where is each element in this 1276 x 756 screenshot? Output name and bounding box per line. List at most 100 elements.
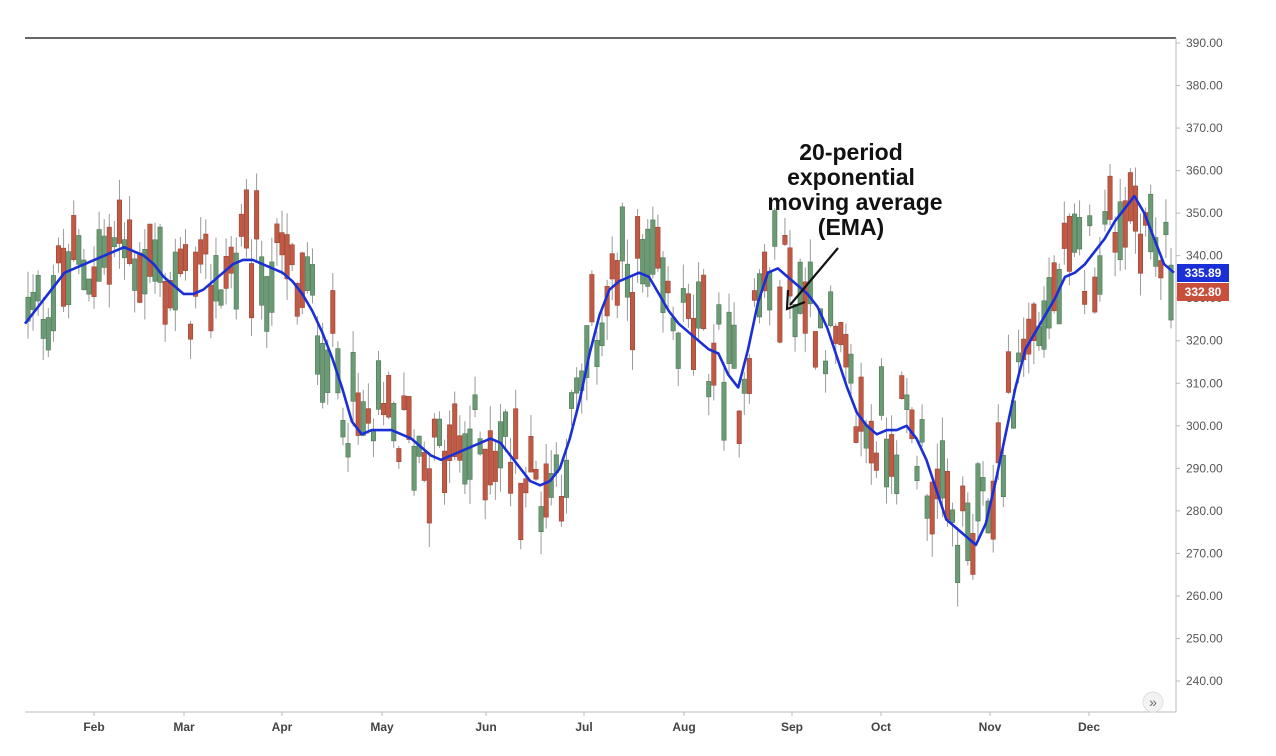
candle-up [884, 438, 890, 488]
y-tick-label: 240.00 [1186, 674, 1223, 688]
candle-down [528, 436, 534, 473]
candle-down [386, 375, 392, 418]
candle-up [863, 424, 869, 449]
candle-down [492, 450, 498, 482]
candle-down [1158, 260, 1164, 279]
candle-down [690, 317, 696, 370]
candle-down [426, 468, 432, 524]
candle-down [249, 263, 255, 319]
annotation-line-3: moving average [767, 189, 942, 215]
candle-down [243, 189, 249, 249]
candle-down [203, 233, 209, 255]
price-value-tag-bg [1177, 283, 1229, 301]
candle-down [91, 266, 97, 297]
candle-down [909, 409, 915, 440]
candle-up [142, 249, 148, 295]
candle-down [177, 248, 183, 275]
candle-up [538, 506, 544, 532]
y-tick-label: 250.00 [1186, 631, 1223, 645]
x-tick-label: Dec [1078, 720, 1100, 734]
x-tick-label: Feb [83, 720, 104, 734]
candle-down [518, 482, 524, 540]
candle-up [675, 332, 681, 369]
candle-down [736, 410, 742, 444]
candle-up [640, 239, 646, 285]
y-tick-label: 300.00 [1186, 419, 1223, 433]
candle-up [767, 271, 773, 311]
candle-up [30, 291, 36, 310]
candle-up [919, 419, 925, 443]
candle-down [843, 334, 849, 368]
candle-down [198, 239, 204, 265]
candle-up [1016, 352, 1022, 363]
candle-down [1132, 185, 1138, 232]
candle-up [980, 477, 986, 492]
candle-up [563, 459, 569, 498]
y-tick-label: 350.00 [1186, 206, 1223, 220]
candle-up [696, 281, 702, 329]
candle-down [442, 450, 448, 493]
y-tick-label: 340.00 [1186, 249, 1223, 263]
candle-down [630, 292, 636, 351]
candle-down [193, 251, 199, 297]
candle-up [81, 259, 87, 291]
candle-up [1071, 213, 1077, 253]
candle-down [208, 284, 214, 332]
candle-down [447, 424, 453, 461]
candle-up [477, 438, 483, 455]
candle-down [508, 461, 514, 494]
x-tick-label: Sep [781, 720, 803, 734]
price-value-label: 332.80 [1185, 285, 1222, 299]
candle-down [782, 235, 788, 245]
candle-down [71, 215, 77, 260]
candle-down [635, 216, 641, 259]
candle-up [924, 495, 930, 519]
candle-down [665, 280, 671, 294]
y-tick-label: 290.00 [1186, 461, 1223, 475]
candle-down [1127, 172, 1133, 222]
double-chevron-right-icon[interactable]: » [1149, 694, 1157, 710]
candle-down [452, 403, 458, 457]
candle-down [746, 357, 752, 394]
candle-up [503, 411, 509, 437]
scroll-right-button-bg[interactable] [1142, 691, 1164, 713]
candle-up [1097, 255, 1103, 295]
candle-down [299, 252, 305, 308]
candle-up [40, 319, 46, 339]
candle-up [50, 275, 56, 332]
candle-up [950, 509, 956, 523]
candle-up [472, 394, 478, 410]
candle-up [391, 403, 397, 442]
candle-up [914, 465, 920, 482]
candle-down [1005, 351, 1011, 393]
candle-up [345, 443, 351, 458]
candle-down [162, 280, 168, 325]
y-tick-label: 390.00 [1186, 36, 1223, 50]
y-tick-label: 320.00 [1186, 334, 1223, 348]
candle-down [127, 219, 133, 264]
candle-down [330, 290, 336, 334]
ema-line [23, 194, 1175, 547]
candle-up [772, 210, 778, 247]
candle-down [365, 408, 371, 424]
candle-up [101, 235, 107, 268]
price-value-tag: 332.80 [1177, 283, 1229, 301]
scroll-right-button[interactable]: » [1142, 691, 1164, 713]
candle-up [965, 502, 971, 561]
candle-up [599, 322, 605, 346]
candle-up [731, 324, 737, 369]
candle-up [233, 252, 239, 310]
candle-down [137, 252, 143, 303]
candle-down [147, 223, 153, 277]
x-tick-label: Nov [979, 720, 1002, 734]
candle-down [558, 495, 564, 522]
candle-down [513, 408, 519, 460]
candle-down [406, 396, 412, 440]
candle-down [274, 223, 280, 244]
annotation-line-4: (EMA) [818, 214, 884, 240]
candle-up [878, 366, 884, 416]
candle-down [802, 281, 808, 334]
y-tick-label: 270.00 [1186, 546, 1223, 560]
